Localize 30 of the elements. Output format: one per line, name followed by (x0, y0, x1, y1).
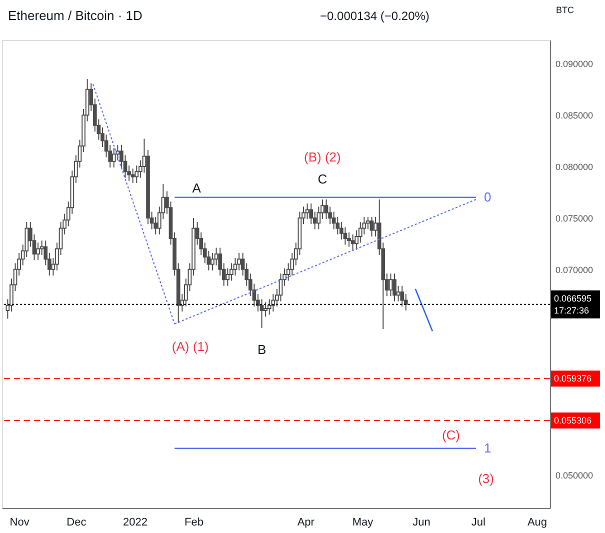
x-tick-label: Dec (66, 516, 87, 528)
annotation: B (257, 342, 266, 357)
x-tick-label: Feb (184, 516, 204, 528)
annotation: C (318, 171, 328, 186)
y-tick-label: 0.050000 (556, 470, 594, 481)
annotation: (B) (2) (304, 149, 341, 164)
annotation: 0 (484, 189, 492, 204)
y-tick-label: 0.075000 (556, 213, 594, 224)
chart-title: Ethereum / Bitcoin · 1D (8, 8, 142, 23)
annotation: A (192, 180, 202, 196)
x-tick-label: Jul (471, 516, 486, 528)
x-tick-label: Apr (297, 516, 315, 528)
x-tick-label: Jun (412, 516, 430, 528)
x-tick-label: Aug (527, 516, 548, 528)
annotation: (3) (478, 471, 494, 486)
x-tick-label: 2022 (122, 516, 148, 528)
y-tick-label: 0.085000 (556, 110, 594, 121)
annotation: 1 (484, 440, 492, 456)
text: −0.000134 (−0.20%) (320, 9, 430, 23)
ref-line-label: 0.055306 (554, 416, 592, 426)
annotation: (C) (442, 427, 460, 442)
ref-line-label: 0.059376 (554, 374, 592, 384)
annotation: (A) (1) (172, 338, 209, 354)
y-tick-label: 0.090000 (556, 59, 594, 70)
ref-line-label: 0.066595 17:27:36 (554, 293, 592, 316)
y-tick-label: 0.080000 (556, 162, 594, 172)
x-tick-label: Nov (10, 516, 30, 528)
y-axis-title: BTC (556, 5, 574, 15)
x-tick-label: May (352, 516, 374, 528)
y-tick-label: 0.070000 (556, 264, 594, 275)
